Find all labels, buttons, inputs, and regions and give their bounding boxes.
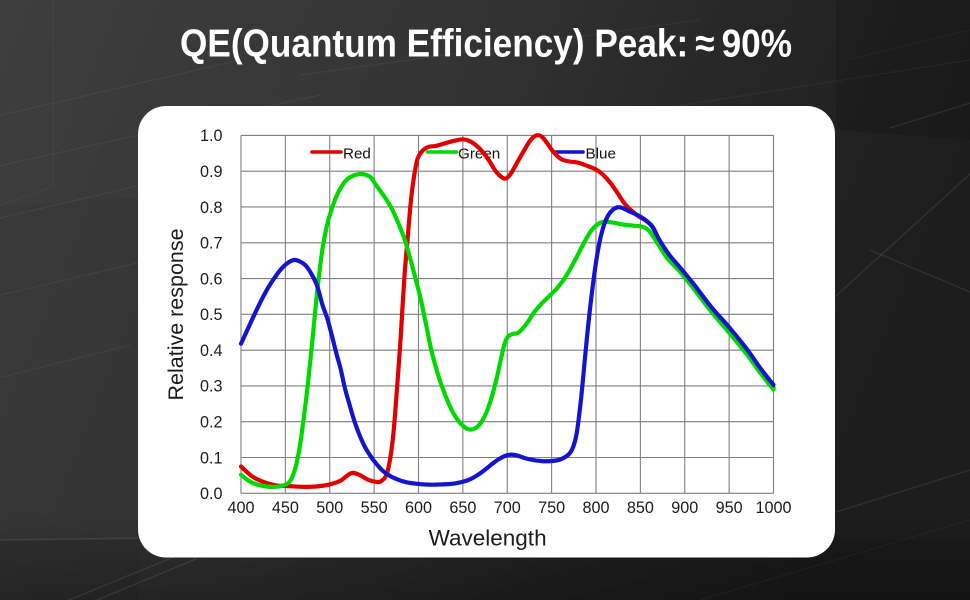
svg-text:1000: 1000	[755, 499, 791, 517]
svg-text:500: 500	[316, 499, 343, 517]
svg-text:0.7: 0.7	[200, 235, 223, 253]
svg-text:Relative response: Relative response	[164, 228, 188, 400]
svg-text:700: 700	[494, 499, 521, 517]
svg-text:900: 900	[671, 499, 698, 517]
svg-text:800: 800	[582, 499, 609, 517]
svg-text:600: 600	[405, 499, 432, 517]
svg-text:0.9: 0.9	[200, 163, 223, 181]
svg-text:400: 400	[227, 499, 254, 517]
svg-text:Red: Red	[343, 146, 371, 163]
svg-text:0.8: 0.8	[200, 199, 223, 217]
svg-text:0.0: 0.0	[200, 485, 223, 503]
svg-text:450: 450	[272, 499, 299, 517]
svg-text:0.3: 0.3	[200, 378, 223, 396]
svg-text:0.6: 0.6	[200, 270, 223, 288]
svg-text:0.1: 0.1	[200, 449, 223, 467]
svg-text:Wavelength: Wavelength	[429, 526, 547, 551]
svg-text:950: 950	[716, 499, 743, 517]
svg-text:Blue: Blue	[586, 146, 616, 163]
svg-text:650: 650	[449, 499, 476, 517]
svg-text:0.4: 0.4	[200, 342, 223, 360]
svg-text:750: 750	[538, 499, 565, 517]
svg-text:850: 850	[627, 499, 654, 517]
svg-text:0.2: 0.2	[200, 414, 223, 432]
svg-text:QE(Quantum Efficiency) Peak: ≈: QE(Quantum Efficiency) Peak: ≈ 90%	[180, 22, 792, 65]
svg-text:1.0: 1.0	[200, 127, 223, 145]
svg-text:550: 550	[361, 499, 388, 517]
svg-text:0.5: 0.5	[200, 306, 223, 324]
